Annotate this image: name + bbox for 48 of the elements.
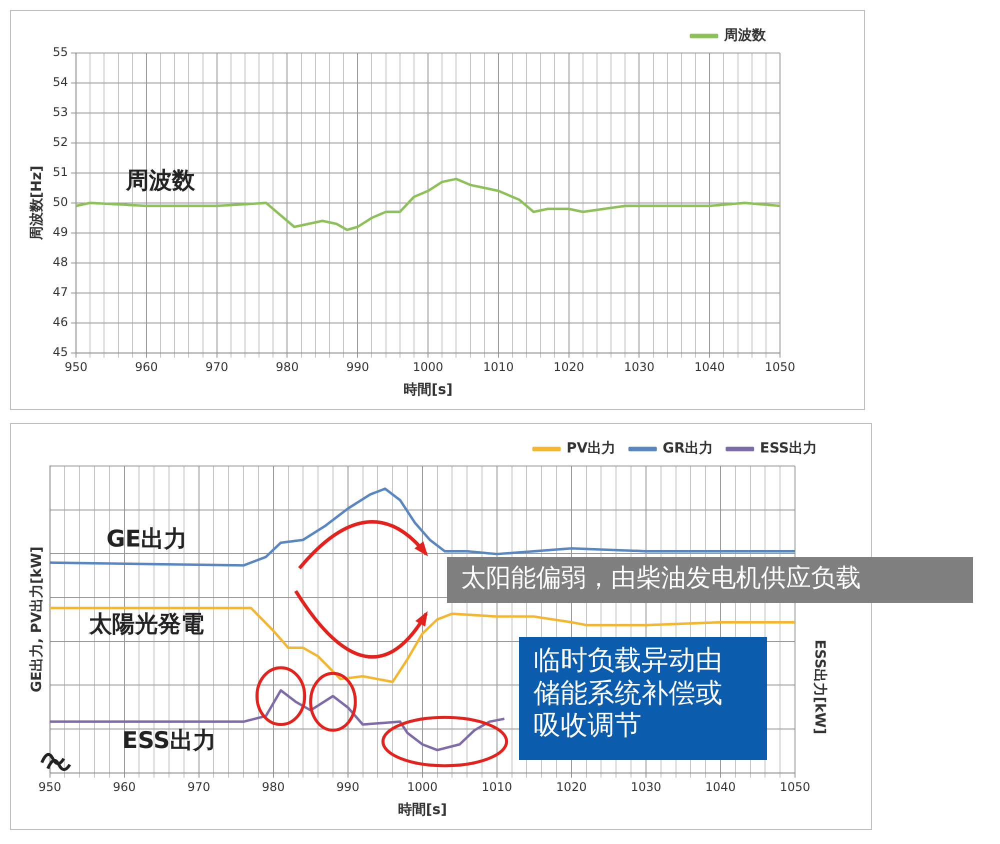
y-tick-label: 51 bbox=[52, 165, 68, 180]
x-tick-label: 950 bbox=[64, 360, 88, 374]
x-tick-label: 1050 bbox=[764, 360, 796, 374]
x-tick-label: 1020 bbox=[554, 360, 584, 374]
y-axis-title: GE出力, PV出力[kW] bbox=[29, 546, 46, 692]
y-tick-label: 46 bbox=[52, 314, 68, 329]
legend-label: ESS出力 bbox=[760, 440, 818, 457]
x-tick-label: 1010 bbox=[483, 360, 514, 374]
x-tick-label: 1020 bbox=[556, 780, 587, 794]
x-tick-label: 1030 bbox=[630, 780, 662, 794]
x-tick-label: 950 bbox=[38, 780, 62, 794]
x-axis-title: 時間[s] bbox=[403, 382, 453, 398]
y-tick-label: 50 bbox=[52, 195, 68, 210]
x-tick-label: 1040 bbox=[694, 360, 725, 374]
legend-label: GR出力 bbox=[662, 440, 713, 457]
x-tick-label: 1000 bbox=[412, 360, 444, 374]
x-tick-label: 990 bbox=[346, 360, 370, 374]
x-tick-label: 1050 bbox=[780, 780, 810, 794]
x-axis-title: 時間[s] bbox=[398, 802, 447, 818]
x-tick-label: 960 bbox=[112, 780, 136, 794]
x-tick-label: 970 bbox=[205, 360, 228, 374]
x-tick-label: 980 bbox=[276, 360, 299, 374]
y-tick-label: 55 bbox=[52, 45, 68, 60]
x-tick-label: 1010 bbox=[482, 780, 512, 794]
annotation: ESS出力 bbox=[122, 728, 216, 754]
annotation: 太陽光発電 bbox=[88, 612, 204, 638]
legend-label: 周波数 bbox=[723, 28, 767, 44]
y-tick-label: 47 bbox=[52, 284, 68, 299]
x-tick-label: 970 bbox=[187, 780, 210, 794]
y-axis-title: 周波数[Hz] bbox=[29, 166, 46, 242]
x-tick-label: 1040 bbox=[705, 780, 736, 794]
callout-box: 太阳能偏弱，由柴油发电机供应负载 bbox=[446, 557, 973, 604]
annotation: 周波数 bbox=[125, 168, 196, 194]
x-tick-label: 980 bbox=[262, 780, 285, 794]
x-tick-label: 990 bbox=[336, 780, 360, 794]
y-tick-label: 45 bbox=[52, 344, 68, 359]
x-tick-label: 960 bbox=[135, 360, 158, 374]
annotation: GE出力 bbox=[106, 526, 187, 553]
y2-axis-title: ESS出力[kW] bbox=[811, 640, 828, 734]
y-tick-label: 49 bbox=[52, 225, 68, 240]
y-tick-label: 48 bbox=[52, 254, 68, 269]
x-tick-label: 1030 bbox=[624, 360, 654, 374]
legend-label: PV出力 bbox=[566, 440, 616, 457]
callout-box: 临时负载异动由储能系统补偿或吸收调节 bbox=[519, 637, 768, 760]
x-tick-label: 1000 bbox=[407, 780, 438, 794]
y-tick-label: 52 bbox=[52, 135, 68, 150]
y-tick-label: 53 bbox=[52, 105, 68, 120]
y-tick-label: 54 bbox=[52, 75, 68, 90]
